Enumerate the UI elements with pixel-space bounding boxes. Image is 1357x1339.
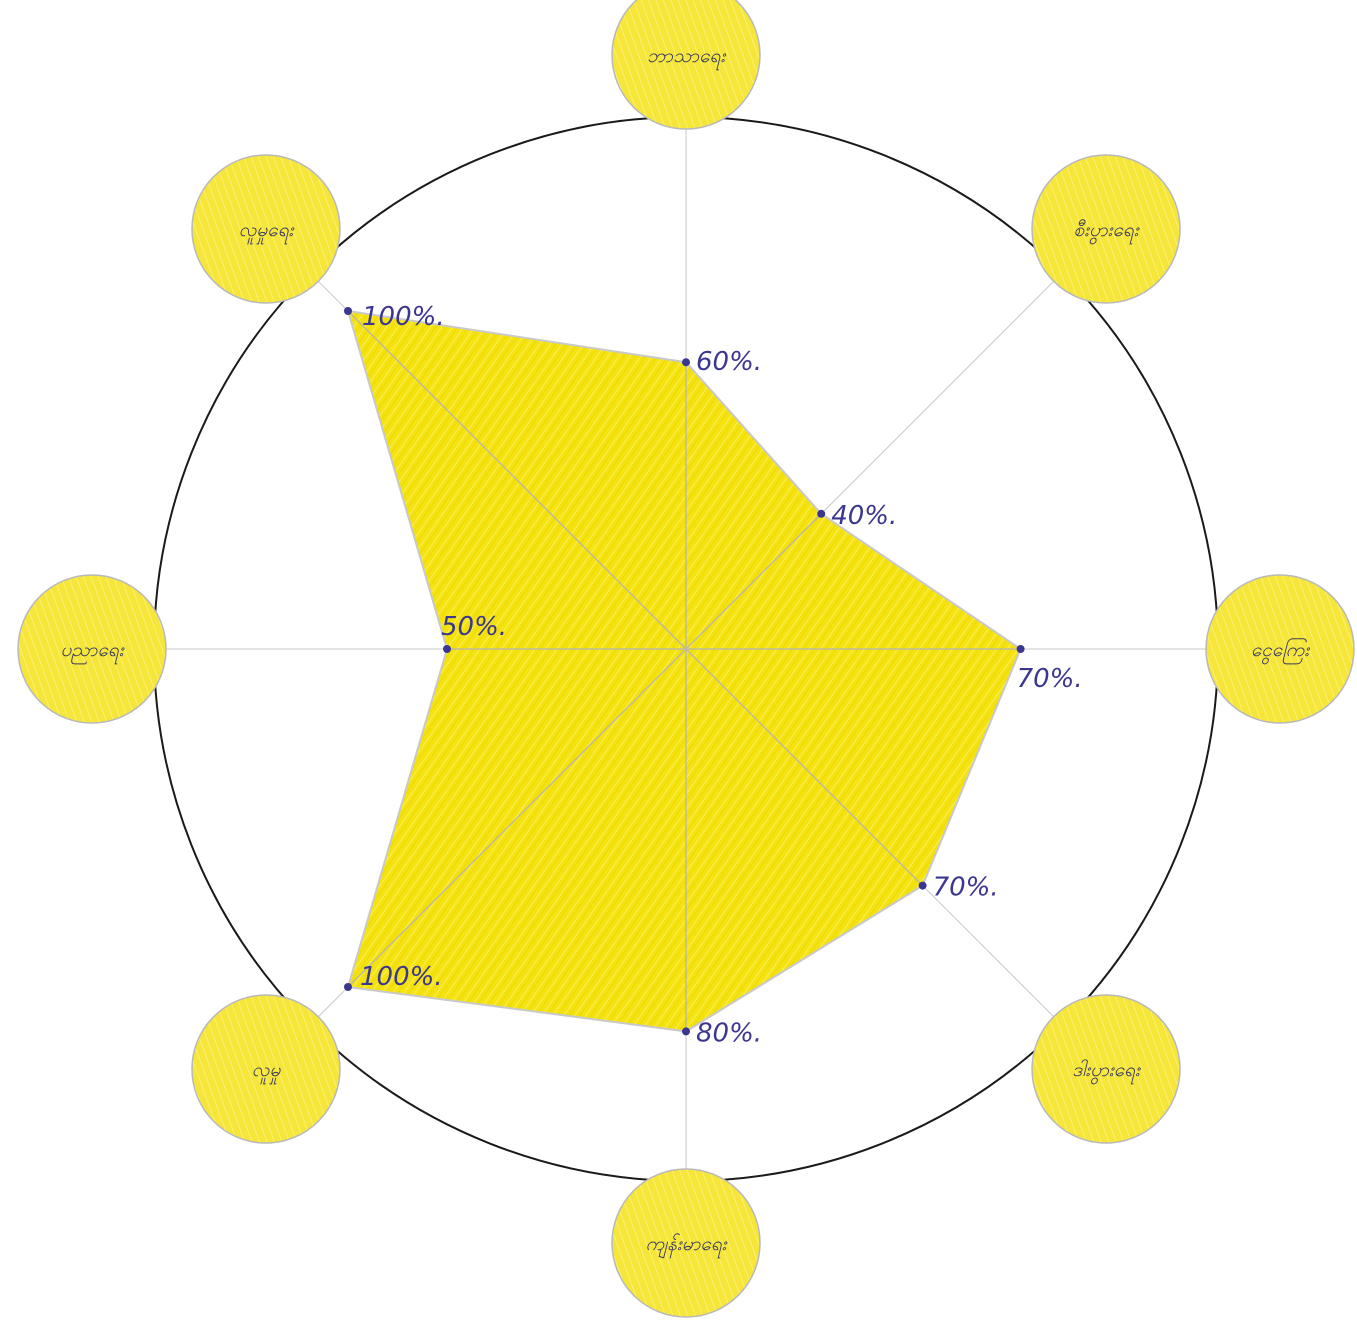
data-polygon [346, 309, 1022, 1033]
bubble-circle [611, 0, 761, 130]
bubble-circle [191, 154, 341, 304]
bubble-circle [1205, 574, 1355, 724]
category-label: လူမှုရေး [239, 219, 295, 245]
category-label: ဘာသာရေး [647, 45, 727, 71]
inner-spoke [685, 648, 924, 887]
category-label: စီးပွားရေး [1073, 219, 1139, 245]
category-bubble: ငွေကြေး [1205, 574, 1355, 724]
bubble-circle [611, 1168, 761, 1318]
data-point [344, 982, 353, 991]
value-label: 80%. [696, 1018, 762, 1048]
category-bubble: စီးပွားရေး [1031, 154, 1181, 304]
data-point [918, 881, 927, 890]
category-bubble: ကျန်းမာရေး [611, 1168, 761, 1318]
bubble-circle [191, 994, 341, 1144]
value-label: 70%. [1017, 664, 1083, 694]
data-point [682, 358, 690, 367]
category-bubbles: ဘာသာရေးစီးပွားရေးငွေကြေးဒါးပွားရေးကျန်းမ… [17, 0, 1355, 1318]
value-label: 100%. [360, 962, 443, 992]
data-point [443, 645, 451, 653]
category-bubble: လူမှု [191, 994, 341, 1144]
inner-spoke [685, 513, 822, 650]
category-bubble: ဘာသာရေး [611, 0, 761, 130]
category-bubble: လူမှုရေး [191, 154, 341, 304]
value-label: 40%. [831, 501, 897, 531]
inner-spoke [347, 310, 687, 650]
value-label: 60%. [696, 347, 762, 377]
inner-spokes [347, 310, 1021, 1032]
inner-spoke [347, 648, 687, 988]
category-label: လူမှု [252, 1059, 282, 1085]
data-area [346, 309, 1022, 1033]
bubble-circle [1031, 154, 1181, 304]
value-label: 50%. [441, 612, 507, 642]
value-label: 100%. [362, 302, 445, 332]
value-label: 70%. [933, 873, 999, 903]
bubble-circle [17, 574, 167, 724]
category-bubble: ဒါးပွားရေး [1031, 994, 1181, 1144]
bubble-circle [1031, 994, 1181, 1144]
data-point [682, 1027, 690, 1036]
data-points: 60%. 40%. 70%. 70%. 80%. 100%. 50%. 100%. [344, 302, 1083, 1048]
category-label: ဒါးပွားရေး [1072, 1059, 1141, 1085]
category-label: ငွေကြေး [1251, 638, 1310, 665]
data-point [817, 509, 826, 518]
data-point [344, 307, 353, 316]
data-point [1016, 645, 1025, 653]
category-bubble: ပညာရေး [17, 574, 167, 724]
category-label: ကျန်းမာရေး [646, 1233, 728, 1259]
category-label: ပညာရေး [60, 639, 124, 665]
